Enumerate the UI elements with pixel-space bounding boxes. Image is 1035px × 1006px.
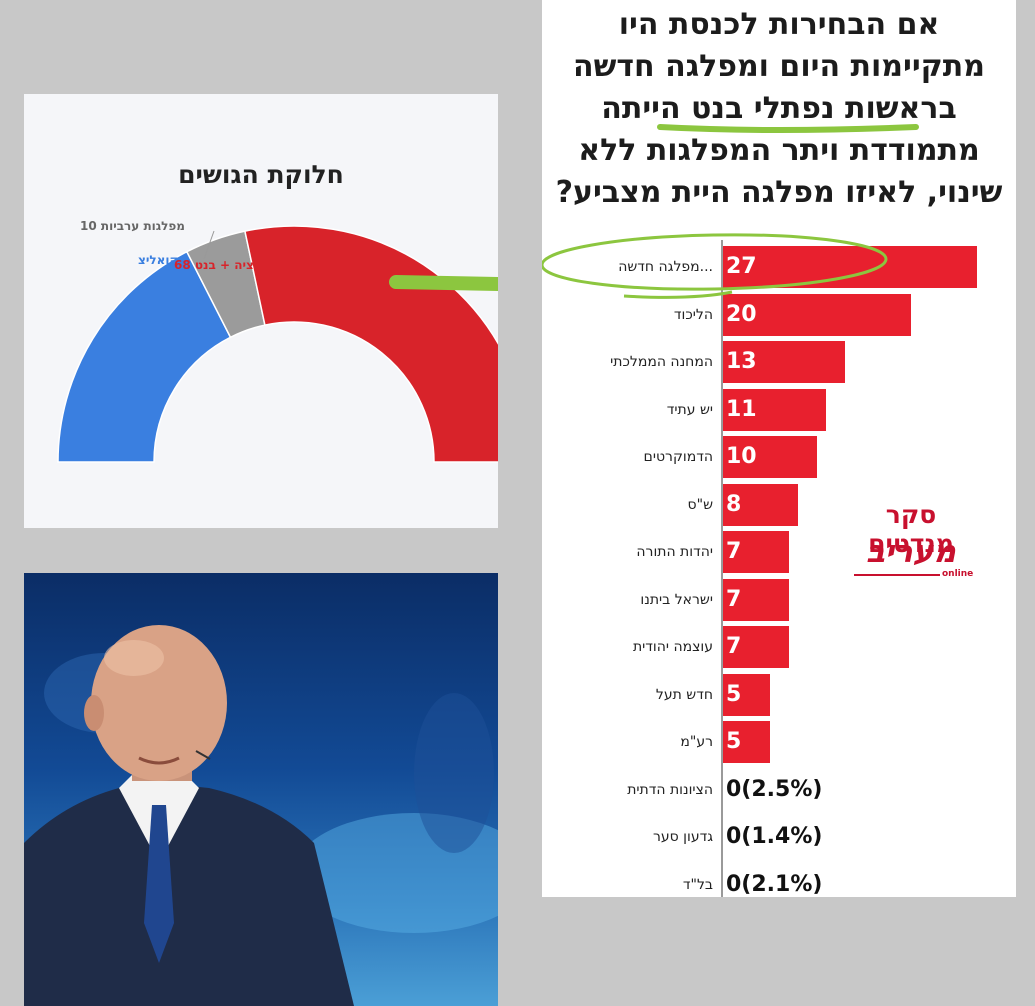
coalition-label: קואליצ — [138, 253, 179, 267]
bar-value-label: 8 — [726, 491, 742, 517]
speaker-photo — [24, 573, 498, 1006]
speaker-illustration — [24, 625, 498, 1006]
arab-label-leader — [203, 230, 215, 260]
bar — [723, 673, 771, 716]
bar-value-label: 0(2.1%) — [726, 871, 823, 897]
seat-blocs-panel: חלוקת הגושים מפלגות ערביות 10 קואליצ ציה… — [24, 94, 498, 528]
bar-value-label: 5 — [726, 729, 742, 754]
bar-value-label: 7 — [726, 539, 742, 564]
bar — [723, 626, 789, 668]
bar-category-label: הדמוקרטים — [643, 449, 713, 465]
bar-value-label: 0(1.4%) — [726, 824, 823, 849]
bar — [723, 388, 827, 431]
bar-category-label: גדעון סער — [652, 829, 713, 845]
bar — [723, 436, 818, 478]
opposition-bennett-label: ציה + בנט 68 — [174, 258, 254, 272]
bar-value-label: 20 — [726, 301, 757, 327]
bar-category-label: רע"מ — [680, 734, 713, 750]
logo-underline — [854, 574, 940, 576]
bar-category-label: חדש תעל — [655, 686, 713, 703]
bar — [723, 341, 846, 383]
bar — [723, 721, 771, 763]
half-donut-chart — [57, 225, 498, 463]
bar — [723, 578, 789, 621]
headline-highlight-stroke — [657, 124, 919, 133]
poll-panel: אם הבחירות לכנסת היו מתקיימות היום ומפלג… — [542, 0, 1016, 897]
brand-online-label: online — [942, 569, 974, 579]
bar-category-label: יש עתיד — [666, 401, 713, 418]
bar-category-label: ...מפלגה חדשה — [618, 259, 713, 275]
brand-survey-label: סקר מנדטים — [868, 500, 954, 558]
bar — [723, 531, 789, 573]
bar-category-label: בל"ד — [682, 876, 713, 893]
headline-line: מתמודדת ויתר המפלגות ללא — [578, 133, 980, 168]
bar-value-label: 11 — [726, 396, 757, 422]
headline-line: אם הבחירות לכנסת היו — [618, 7, 940, 42]
bar-value-label: 7 — [726, 586, 742, 612]
arab-parties-label: מפלגות ערביות 10 — [80, 219, 185, 233]
bar-value-label: 0(2.5%) — [726, 776, 823, 802]
headline-line: בראשות נפתלי בנט הייתה — [601, 91, 957, 126]
bar — [723, 483, 799, 526]
bar-category-label: המחנה הממלכתי — [610, 354, 713, 370]
headline-line: שינוי, לאיזו מפלגה היית מצביע? — [555, 175, 1003, 210]
coalition-segment — [57, 250, 232, 463]
poll-headline: אם הבחירות לכנסת היו מתקיימות היום ומפלג… — [552, 4, 1006, 214]
bar-value-label: 10 — [726, 444, 757, 469]
highlight-ellipse — [542, 233, 888, 299]
bar-category-label: ישראל ביתנו — [640, 591, 713, 608]
bar-value-label: 5 — [726, 681, 742, 707]
bar — [723, 293, 912, 336]
bar-category-label: הליכוד — [673, 306, 713, 323]
bar-category-label: יהדות התורה — [636, 544, 713, 560]
opposition-segment — [244, 225, 498, 463]
bar — [723, 246, 977, 288]
highlight-stroke — [389, 275, 498, 291]
bar-category-label: הציונות הדתית — [627, 781, 713, 798]
bar-category-label: עוצמה יהודית — [632, 639, 713, 655]
bar-value-label: 27 — [726, 254, 757, 279]
bar-value-label: 7 — [726, 634, 742, 659]
headline-line: מתקיימות היום ומפלגה חדשה — [573, 49, 985, 84]
bar-axis — [721, 240, 723, 897]
bar-value-label: 13 — [726, 349, 757, 374]
bar-category-label: ש"ס — [687, 496, 713, 513]
maariv-logo: מעריב — [866, 534, 956, 570]
donut-title: חלוקת הגושים — [178, 160, 344, 189]
